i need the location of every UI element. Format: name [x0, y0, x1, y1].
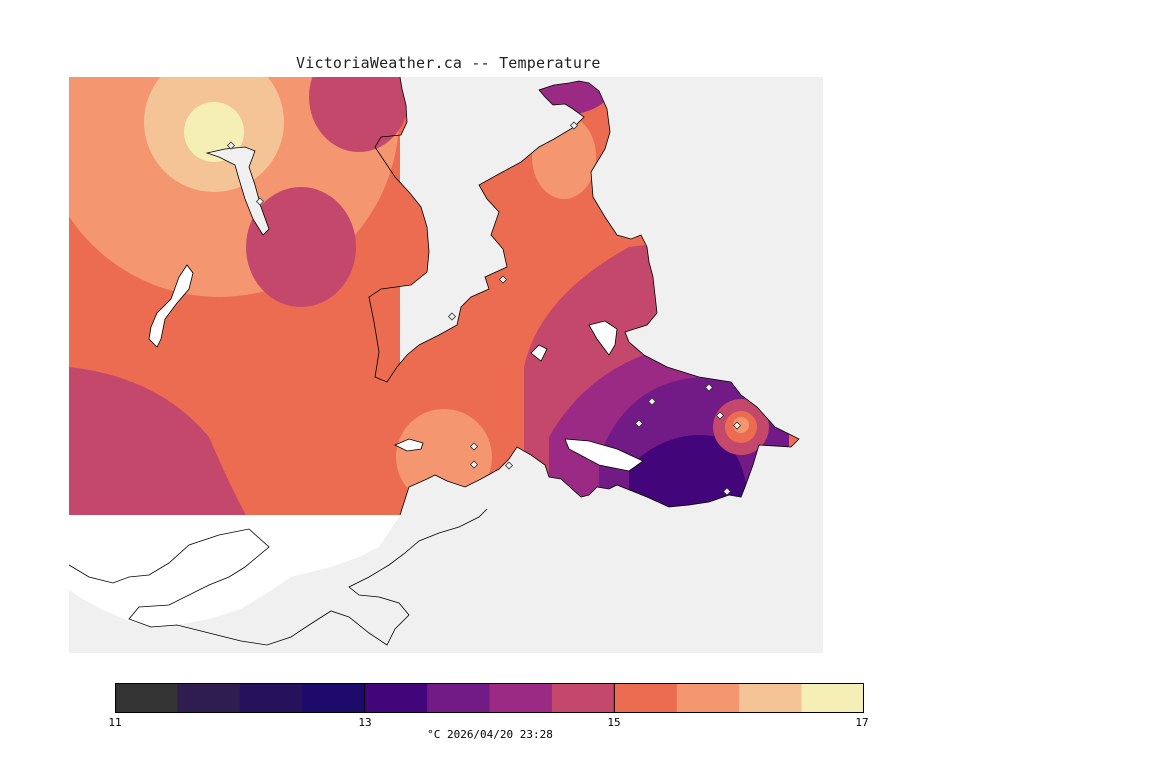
lake-small: [530, 344, 548, 362]
diamond-icon: [469, 442, 479, 451]
diamond-icon: [704, 383, 714, 392]
legend-swatch: [739, 683, 803, 713]
lake-east: [588, 320, 618, 356]
legend-swatch: [489, 683, 553, 713]
color-legend: [115, 683, 864, 713]
temperature-map: [69, 77, 823, 653]
legend-swatch: [177, 683, 241, 713]
diamond-icon: [647, 397, 657, 406]
diamond-icon: [447, 312, 457, 321]
legend-tick-label: 11: [108, 716, 122, 729]
lake-west: [148, 264, 194, 348]
legend-swatch: [115, 683, 178, 713]
diamond-icon: [469, 460, 479, 469]
diamond-icon: [226, 141, 236, 150]
inlet-north: [205, 146, 270, 236]
coastline: [368, 77, 800, 516]
diamond-icon: [715, 411, 725, 420]
lake-cowichan: [394, 438, 424, 452]
legend-swatch: [676, 683, 740, 713]
legend-swatch: [801, 683, 864, 713]
diamond-icon: [634, 419, 644, 428]
legend-swatch: [427, 683, 490, 713]
diamond-icon: [722, 487, 732, 496]
legend-swatch: [239, 683, 303, 713]
chart-title: VictoriaWeather.ca -- Temperature: [296, 54, 601, 72]
diamond-icon: [255, 197, 265, 206]
diamond-icon: [732, 421, 742, 430]
legend-caption: °C 2026/04/20 23:28: [427, 728, 553, 741]
legend-tick-label: 17: [855, 716, 869, 729]
legend-tick-label: 13: [358, 716, 372, 729]
southern-coastline: [69, 508, 488, 646]
legend-swatch: [551, 683, 615, 713]
diamond-icon: [569, 121, 579, 130]
diamond-icon: [498, 275, 508, 284]
legend-swatch: [364, 683, 428, 713]
weather-stations: [226, 121, 742, 496]
inlet-sooke: [564, 438, 644, 472]
legend-swatch: [302, 683, 366, 713]
diamond-icon: [504, 461, 514, 470]
southern-landmass: [69, 515, 400, 627]
legend-swatch: [614, 683, 678, 713]
legend-tick-label: 15: [607, 716, 621, 729]
